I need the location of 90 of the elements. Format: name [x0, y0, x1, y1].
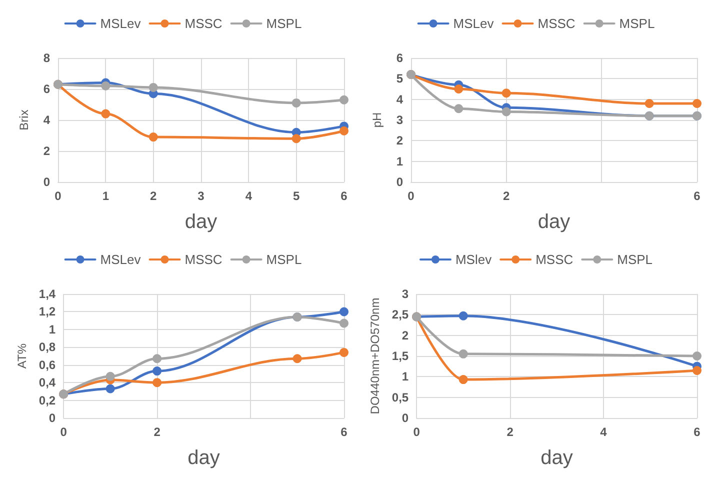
x-tick-label: 2: [506, 425, 514, 439]
y-axis-title: pH: [370, 112, 384, 128]
point: [152, 366, 162, 376]
point: [692, 366, 702, 375]
legend-label: MSPL: [266, 252, 302, 267]
point: [292, 354, 302, 364]
y-tick-label: 3: [402, 287, 409, 301]
point: [340, 318, 348, 328]
legend-label: MSSC: [184, 252, 222, 267]
y-tick-label: 1: [402, 370, 409, 384]
y-axis-title: DO440nm+DO570nm: [368, 298, 382, 414]
x-tick-label: 6: [340, 425, 348, 439]
legend-label: MSPL: [619, 16, 655, 31]
y-tick-label: 5: [396, 72, 404, 86]
x-tick-label: 6: [694, 425, 701, 439]
x-tick-label: 6: [694, 189, 701, 203]
legend-label: MSPL: [266, 16, 302, 31]
x-tick-label: 0: [60, 425, 68, 439]
legend-label: MSlev: [455, 252, 492, 267]
point: [502, 88, 511, 98]
x-axis-title: day: [188, 447, 220, 469]
point: [148, 132, 158, 142]
point: [292, 134, 301, 144]
point: [101, 109, 110, 118]
legend-label: MSSC: [536, 252, 574, 267]
point: [152, 354, 162, 364]
y-tick-label: 1: [396, 154, 404, 168]
y-tick-label: 1: [48, 322, 56, 336]
y-axis-title: Brix: [17, 110, 31, 130]
point: [454, 104, 464, 114]
legend-label: MSLev: [100, 252, 142, 267]
point: [340, 348, 348, 357]
y-tick-label: 8: [43, 51, 50, 65]
point: [106, 384, 115, 394]
x-tick-label: 2: [502, 189, 510, 203]
y-tick-label: 0,6: [38, 358, 56, 372]
point: [292, 98, 301, 108]
x-axis-title: day: [540, 447, 573, 469]
y-tick-label: 0,8: [38, 340, 56, 354]
legend-label: MSLev: [100, 16, 142, 31]
x-tick-label: 4: [600, 425, 608, 439]
y-axis-title: AT%: [15, 343, 29, 369]
y-tick-label: 1,4: [38, 287, 56, 301]
y-tick-label: 0,5: [392, 390, 409, 404]
x-tick-label: 3: [198, 189, 205, 203]
point: [454, 84, 464, 94]
point: [644, 98, 654, 108]
y-tick-label: 4: [43, 113, 50, 127]
point: [340, 126, 348, 136]
y-tick-label: 2: [396, 134, 404, 148]
x-tick-label: 1: [102, 189, 110, 203]
point: [152, 378, 162, 388]
legend-label: MSPL: [617, 252, 653, 267]
y-tick-label: 4: [396, 92, 404, 106]
y-tick-label: 0: [396, 175, 404, 189]
point: [692, 352, 702, 360]
point: [458, 311, 468, 320]
x-tick-label: 2: [154, 425, 161, 439]
point: [106, 372, 115, 381]
y-tick-label: 2: [402, 328, 409, 342]
x-tick-label: 4: [245, 189, 252, 203]
point: [340, 307, 348, 316]
y-tick-label: 2: [43, 144, 50, 158]
point: [502, 107, 511, 116]
y-tick-label: 6: [396, 51, 404, 65]
x-tick-label: 0: [413, 425, 420, 439]
y-tick-label: 0: [43, 175, 50, 189]
point: [148, 82, 158, 92]
point: [692, 98, 702, 108]
y-tick-label: 3: [396, 113, 404, 127]
y-tick-label: 2,5: [392, 308, 409, 322]
point: [101, 81, 110, 90]
x-tick-label: 5: [292, 189, 300, 203]
x-axis-title: day: [184, 211, 218, 233]
legend-label: MSSC: [184, 16, 222, 31]
x-axis-title: day: [538, 211, 570, 233]
x-tick-label: 2: [150, 189, 157, 203]
y-tick-label: 0,2: [38, 393, 56, 408]
y-tick-label: 1,2: [38, 304, 56, 319]
y-tick-label: 6: [43, 82, 50, 96]
y-tick-label: 1,5: [392, 349, 409, 363]
point: [458, 349, 468, 358]
x-tick-label: 6: [340, 189, 348, 203]
legend-label: MSSC: [538, 16, 576, 31]
y-tick-label: 0: [48, 411, 56, 425]
y-tick-label: 0: [402, 411, 409, 425]
point: [340, 95, 348, 104]
y-tick-label: 0,4: [38, 376, 56, 390]
legend-label: MSLev: [453, 16, 494, 31]
point: [458, 375, 468, 384]
